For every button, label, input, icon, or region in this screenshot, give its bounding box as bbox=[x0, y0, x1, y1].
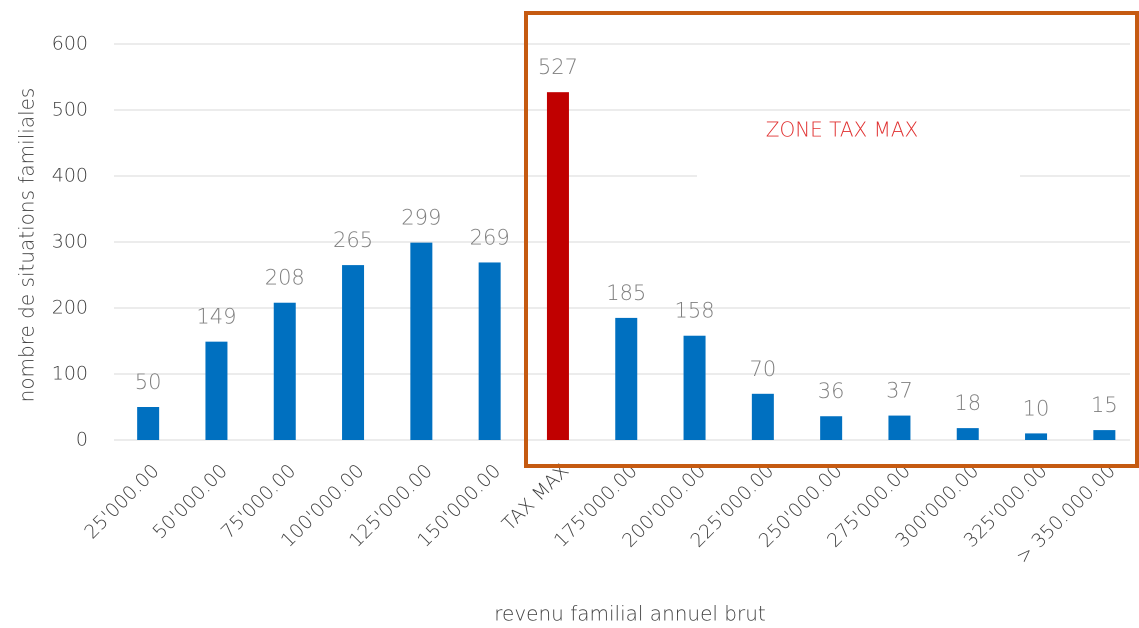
highlight-box bbox=[524, 11, 1139, 468]
bar bbox=[546, 92, 569, 441]
y-tick-label: 600 bbox=[52, 33, 88, 55]
value-label: 50 bbox=[135, 370, 162, 394]
y-tick-label: 100 bbox=[52, 363, 88, 385]
bar bbox=[478, 262, 501, 440]
bar bbox=[751, 393, 774, 440]
annotation: ZONE TAX MAX bbox=[766, 118, 918, 142]
bar bbox=[683, 335, 706, 440]
bar bbox=[615, 317, 638, 440]
bar bbox=[820, 416, 843, 440]
value-label: 37 bbox=[886, 379, 913, 403]
value-label: 208 bbox=[265, 266, 305, 290]
y-tick-label: 300 bbox=[52, 231, 88, 253]
y-tick-label: 0 bbox=[76, 429, 88, 451]
value-label: 18 bbox=[954, 391, 981, 415]
bar bbox=[205, 341, 228, 440]
y-tick-label: 200 bbox=[52, 297, 88, 319]
bar bbox=[273, 302, 296, 440]
y-axis-title: nombre de situations familiales bbox=[15, 88, 39, 403]
bar bbox=[956, 428, 979, 440]
bar bbox=[888, 415, 911, 440]
bar bbox=[410, 242, 433, 440]
y-tick-label: 400 bbox=[52, 165, 88, 187]
y-tick-label: 500 bbox=[52, 99, 88, 121]
bar bbox=[1093, 430, 1116, 440]
annotation-bg bbox=[697, 112, 1020, 178]
value-label: 149 bbox=[196, 305, 236, 329]
value-label: 10 bbox=[1023, 396, 1050, 420]
value-label: 185 bbox=[606, 281, 646, 305]
value-label: 36 bbox=[818, 379, 845, 403]
bar bbox=[1025, 433, 1048, 440]
value-label: 527 bbox=[538, 55, 578, 79]
value-label: 269 bbox=[470, 225, 510, 249]
bar bbox=[137, 407, 160, 440]
value-label: 15 bbox=[1091, 393, 1118, 417]
bar bbox=[342, 265, 365, 440]
value-label: 70 bbox=[749, 357, 776, 381]
value-label: 158 bbox=[675, 299, 715, 323]
x-axis-title: revenu familial annuel brut bbox=[494, 602, 766, 626]
value-label: 299 bbox=[401, 206, 441, 230]
value-label: 265 bbox=[333, 228, 373, 252]
